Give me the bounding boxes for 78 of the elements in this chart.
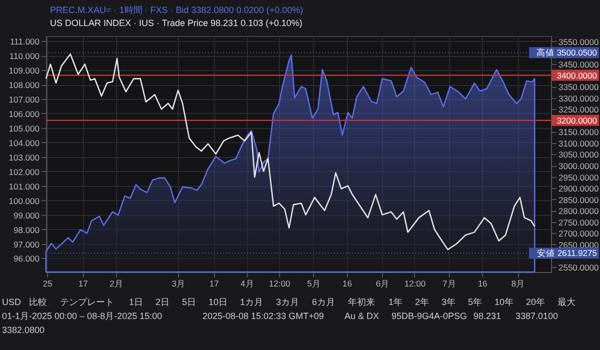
y2-tick-label: 2750.0000	[558, 217, 599, 228]
text: 6カ月	[312, 297, 336, 307]
y-tick-label: 101.000	[8, 181, 40, 192]
y2-tick-label: 2650.0000	[558, 240, 599, 250]
ref-line-label: 3400.0000	[556, 70, 598, 80]
text: 3カ月	[276, 297, 300, 307]
y-tick-label: 111.000	[10, 36, 40, 47]
text: テンプレート	[60, 297, 114, 307]
y-tick-label: 99.000	[14, 210, 40, 220]
text: 1カ月	[240, 297, 264, 307]
text: 10日	[208, 297, 228, 307]
y-tick-label: 106.000	[8, 108, 40, 119]
ref-line-label: 3200.0000	[556, 115, 598, 126]
text: 3382.0800	[2, 325, 45, 335]
y-tick-label: 104.000	[8, 138, 40, 148]
y-tick-label: 100.000	[8, 196, 40, 206]
y2-tick-label: 3350.0000	[558, 82, 599, 92]
y2-tick-label: 3300.0000	[558, 93, 599, 104]
text: 5年	[468, 297, 482, 307]
x-tick-label: 16	[478, 278, 488, 288]
text: US DOLLAR INDEX · IUS · Trade Price 98.231 0.103 (+0.10%)	[50, 18, 302, 28]
text: 1年	[388, 297, 403, 307]
x-tick-label: 17	[78, 278, 88, 288]
text: Au & DX	[344, 311, 380, 321]
text: USD	[2, 297, 22, 307]
x-tick-label: 7月	[442, 278, 456, 288]
x-tick-label: 16	[342, 278, 352, 288]
text: 3年	[442, 297, 456, 307]
y2-tick-label: 2900.0000	[558, 184, 599, 194]
y2-tick-label: 2700.0000	[558, 228, 599, 239]
x-tick-label: 25	[42, 278, 53, 288]
y2-tick-label: 3550.0000	[558, 36, 599, 47]
y2-tick-label: 3050.0000	[558, 150, 599, 160]
y2-tick-label: 3450.0000	[558, 59, 599, 70]
x-tick-label: 8月	[511, 278, 526, 288]
y2-tick-label: 2550.0000	[558, 262, 599, 273]
text: 2日	[156, 297, 170, 307]
text: 2年	[415, 297, 430, 307]
text: 10年	[494, 297, 514, 307]
x-tick-label: 2月	[110, 278, 124, 288]
x-tick-label: 5月	[307, 278, 321, 288]
y-tick-label: 110.000	[9, 51, 40, 62]
y2-tick-label: 3250.0000	[558, 104, 599, 115]
text: 3387.0100	[516, 311, 558, 321]
x-tick-label: 4月	[240, 278, 254, 288]
y-tick-label: 98.000	[14, 224, 40, 235]
y2-tick-label: 3150.0000	[558, 127, 599, 138]
y-tick-label: 102.000	[8, 166, 40, 177]
y-tick-label: 96.000	[14, 254, 40, 264]
y2-tick-label: 3100.0000	[558, 138, 599, 148]
ref-line-label: 安値 2611.9275	[537, 248, 598, 258]
y-tick-label: 107.000	[8, 94, 40, 104]
text: 年初来	[348, 297, 375, 307]
text: 95DB-9G4A-0PSG	[392, 311, 468, 321]
text: 98.231	[474, 311, 502, 321]
text: 2025-08-08 15:02:33 GMT+09	[202, 311, 324, 321]
text: PREC.M.XAU= · 1時間 · FXS · Bid 3382.0800 0.0200 (+0.00%)	[50, 5, 304, 15]
ref-line-label: 高値 3500.0500	[536, 48, 598, 58]
x-tick-label: 17	[209, 278, 220, 288]
y-tick-label: 105.000	[8, 123, 40, 134]
y-tick-label: 109.000	[8, 66, 40, 76]
text: 20年	[526, 297, 546, 307]
y2-tick-label: 2950.0000	[558, 172, 599, 182]
y-tick-label: 97.000	[14, 239, 40, 250]
text: 1日	[129, 297, 144, 307]
x-tick-label: 12:00	[404, 278, 426, 288]
y2-tick-label: 2800.0000	[558, 206, 599, 216]
text: 最大	[558, 297, 576, 307]
text: 01-1月-2025 00:00 – 08-8月-2025 15:00	[2, 311, 162, 321]
y-tick-label: 103.000	[8, 152, 40, 162]
x-tick-label: 12:00	[268, 278, 290, 288]
y2-tick-label: 2850.0000	[558, 194, 599, 205]
x-tick-label: 6月	[376, 278, 390, 288]
y2-tick-label: 3000.0000	[558, 161, 599, 172]
text: 比較	[29, 297, 47, 307]
x-tick-label: 3月	[172, 278, 186, 288]
text: 5日	[182, 297, 196, 307]
y-tick-label: 108.000	[8, 80, 40, 90]
